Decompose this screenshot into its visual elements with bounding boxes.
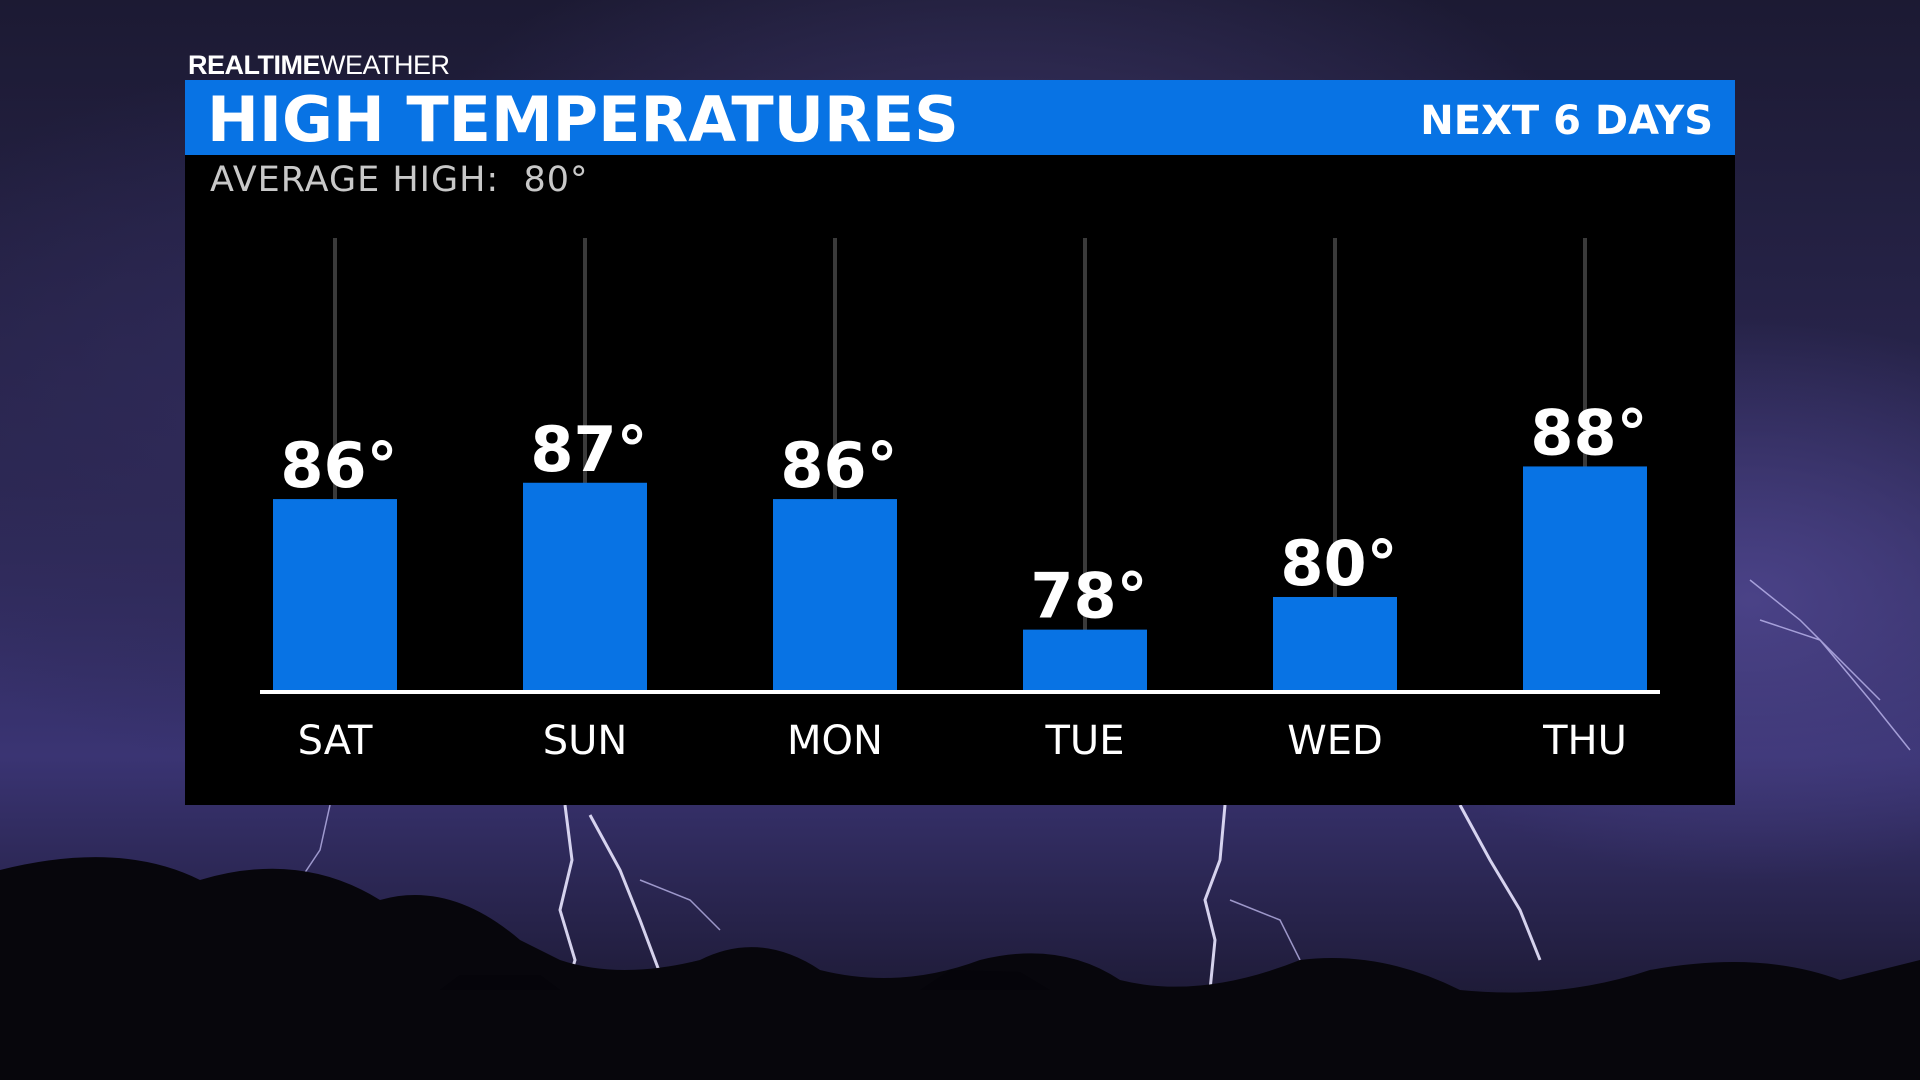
day-label-mon: MON <box>787 718 883 764</box>
page-title: HIGH TEMPERATURES <box>207 83 959 156</box>
brand-light: WEATHER <box>320 50 450 80</box>
value-label-wed: 80° <box>1280 527 1397 600</box>
forecast-range: NEXT 6 DAYS <box>1420 98 1713 144</box>
bar-thu <box>1523 466 1647 690</box>
header-bar: HIGH TEMPERATURES NEXT 6 DAYS <box>185 80 1735 156</box>
bar-sat <box>273 499 397 690</box>
bar-mon <box>773 499 897 690</box>
day-label-sat: SAT <box>298 718 373 764</box>
day-label-sun: SUN <box>543 718 628 764</box>
day-label-tue: TUE <box>1045 718 1125 764</box>
value-label-sat: 86° <box>280 429 397 502</box>
day-label-wed: WED <box>1287 718 1383 764</box>
value-label-mon: 86° <box>780 429 897 502</box>
average-high-label: AVERAGE HIGH: 80° <box>210 160 589 200</box>
value-label-thu: 88° <box>1530 396 1647 469</box>
value-label-tue: 78° <box>1030 560 1147 633</box>
temperature-bar-chart: 86° SAT 87° SUN 86° MON 78° TUE 80° WED 88° THU <box>260 238 1660 764</box>
bar-wed <box>1273 596 1397 690</box>
bar-tue <box>1023 629 1147 690</box>
day-label-thu: THU <box>1542 718 1627 764</box>
brand-bold: REALTIME <box>188 50 321 80</box>
bar-sun <box>523 482 647 690</box>
brand-logo: REALTIMEWEATHER <box>188 50 450 80</box>
value-label-sun: 87° <box>530 413 647 486</box>
chart-panel: 86° SAT 87° SUN 86° MON 78° TUE 80° WED 88° THU AVE… <box>185 155 1735 805</box>
